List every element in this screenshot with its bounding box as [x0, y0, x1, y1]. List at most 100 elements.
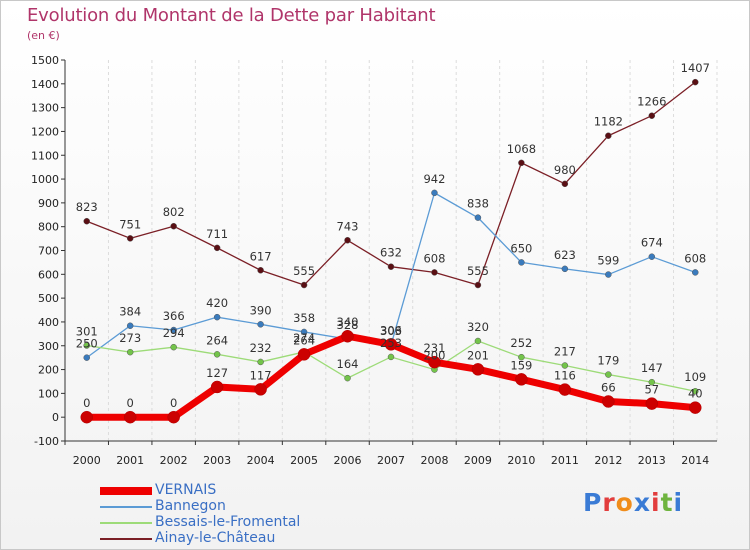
y-tick-label: -100	[34, 435, 59, 448]
series-layer	[80, 78, 702, 424]
data-point	[474, 214, 482, 221]
data-label: 555	[293, 264, 315, 278]
logo-letter: t	[660, 488, 674, 517]
x-tick-label: 2000	[73, 454, 101, 467]
data-label: 250	[76, 337, 98, 351]
data-label: 617	[250, 249, 272, 263]
logo-letter: i	[673, 488, 684, 517]
data-point	[344, 374, 351, 382]
data-label: 164	[337, 357, 359, 371]
data-label: 320	[467, 320, 489, 334]
data-label: 252	[510, 336, 532, 350]
x-tick-label: 2009	[464, 454, 492, 467]
x-tick-label: 2014	[681, 454, 709, 467]
data-point	[126, 235, 134, 242]
data-point	[257, 358, 264, 366]
data-point	[692, 78, 699, 86]
data-label: 823	[76, 200, 98, 214]
legend-label: VERNAIS	[155, 482, 217, 498]
y-tick-label: 500	[38, 292, 59, 305]
x-tick-label: 2005	[290, 454, 318, 467]
x-tick-label: 2013	[638, 454, 666, 467]
data-label: 201	[467, 348, 489, 362]
data-label: 1407	[681, 61, 710, 75]
data-point	[605, 271, 612, 278]
data-point	[431, 269, 438, 276]
x-tick-label: 2011	[551, 454, 579, 467]
y-tick-label: 600	[38, 268, 59, 281]
data-point	[387, 353, 395, 361]
data-labels-layer: 823 751 802 711 617 555 743 632 608 555 1068 980 118…	[76, 61, 710, 410]
data-label: 109	[684, 370, 706, 384]
legend-swatch	[100, 506, 152, 508]
data-point	[80, 410, 93, 424]
legend-item: VERNAIS	[100, 482, 340, 499]
data-label: 253	[380, 336, 402, 350]
data-label: 264	[293, 333, 315, 347]
data-point	[387, 263, 395, 270]
data-label: 200	[423, 349, 445, 363]
x-tick-label: 2010	[507, 454, 535, 467]
data-point	[123, 410, 137, 424]
data-point	[341, 329, 354, 343]
y-tick-label: 1300	[31, 102, 59, 115]
y-tick-label: 1500	[31, 54, 59, 67]
data-point	[692, 387, 699, 395]
data-label: 274	[293, 331, 315, 345]
data-label: 306	[380, 323, 402, 337]
y-tick-label: 700	[38, 245, 59, 258]
data-label: 358	[293, 311, 315, 325]
axes-layer: -100010020030040050060070080090010001100…	[31, 54, 717, 467]
data-label: 650	[510, 241, 532, 255]
logo-letter: x	[633, 488, 651, 517]
data-label: 390	[250, 303, 272, 317]
logo-letter: P	[583, 488, 603, 517]
data-label: 555	[467, 264, 489, 278]
data-label: 743	[337, 219, 359, 233]
chart-title: Evolution du Montant de la Dette par Hab…	[27, 5, 436, 26]
data-label: 273	[119, 331, 141, 345]
data-label: 159	[510, 358, 532, 372]
x-tick-label: 2002	[160, 454, 188, 467]
legend-label: Bannegon	[155, 498, 226, 514]
x-tick-label: 2001	[116, 454, 144, 467]
logo-letter: r	[602, 488, 616, 517]
data-label: 0	[170, 396, 177, 410]
data-point	[254, 383, 267, 396]
line-chart: -100010020030040050060070080090010001100…	[31, 54, 718, 467]
data-point	[210, 380, 224, 394]
data-point	[645, 397, 659, 410]
data-label: 303	[380, 324, 402, 338]
data-label: 1266	[637, 95, 666, 109]
data-label: 608	[423, 251, 445, 265]
data-label: 57	[644, 383, 659, 397]
x-tick-label: 2004	[247, 454, 275, 467]
data-label: 117	[250, 368, 272, 382]
data-point	[605, 371, 612, 378]
x-tick-label: 2003	[203, 454, 231, 467]
data-label: 264	[206, 333, 228, 347]
data-point	[213, 313, 221, 321]
data-point	[344, 237, 351, 244]
chart-unit-label: (en €)	[27, 29, 60, 42]
data-point	[170, 326, 177, 334]
data-label: 802	[163, 205, 185, 219]
logo-letter: i	[651, 488, 661, 517]
data-point	[558, 383, 572, 396]
data-point	[300, 281, 308, 289]
y-tick-label: 1400	[31, 78, 59, 91]
data-point	[692, 269, 699, 276]
data-label: 711	[206, 227, 228, 241]
data-point	[126, 322, 134, 329]
data-label: 179	[597, 354, 619, 368]
data-label: 608	[684, 251, 706, 265]
data-point	[83, 342, 90, 349]
data-point	[83, 217, 90, 225]
data-label: 40	[688, 387, 703, 401]
legend-label: Ainay-le-Château	[155, 530, 276, 546]
x-tick-label: 2006	[334, 454, 362, 467]
legend-item: Bessais-le-Fromental	[100, 514, 340, 531]
data-label: 674	[641, 236, 663, 250]
data-label: 0	[83, 396, 90, 410]
